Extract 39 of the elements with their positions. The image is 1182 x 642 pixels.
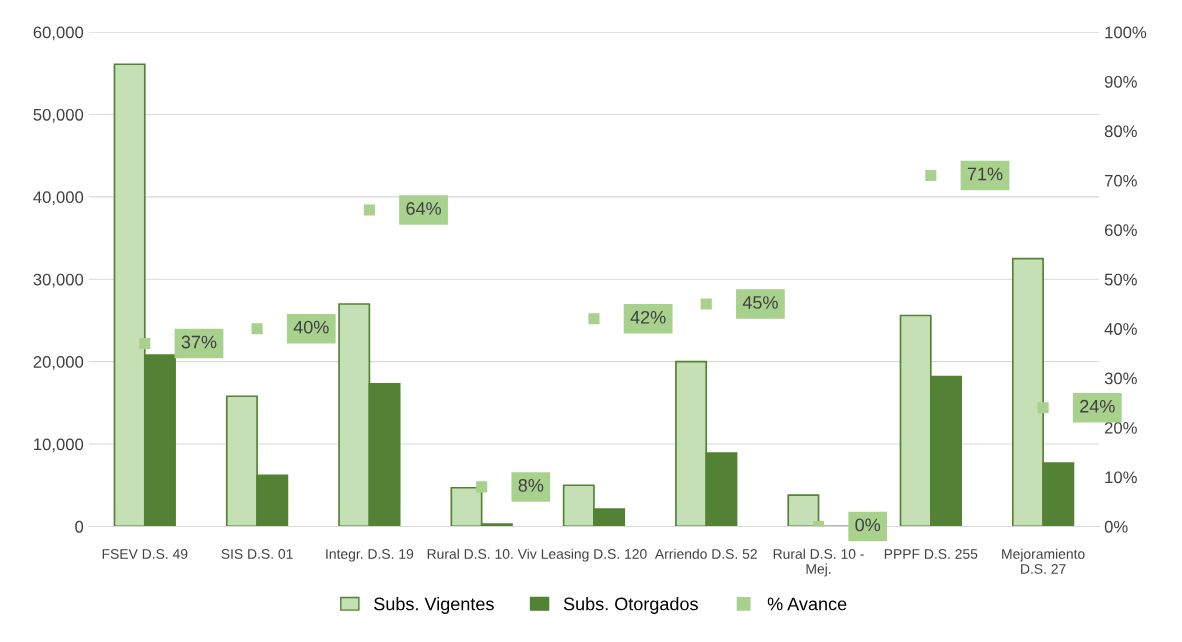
data-label: 0% [855,518,881,532]
y-tick-label: 50,000 [33,108,84,123]
y-tick-label: 0 [75,520,84,533]
y2-tick-label: 20% [1104,421,1137,434]
data-label: 71% [967,167,1003,181]
y2-tick-label: 90% [1104,75,1137,88]
y2-tick-label: 10% [1105,471,1137,484]
data-label: 42% [630,310,666,324]
y-tick-label: 10,000 [34,438,84,453]
data-label: 8% [518,478,544,492]
y2-tick-label: 60% [1104,224,1137,237]
legend-label: % Avance [767,597,847,611]
y2-tick-label: 40% [1104,323,1137,335]
x-tick-label: SIS D.S. 01 [221,549,293,559]
x-tick-label: FSEV D.S. 49 [102,549,188,559]
y2-tick-label: 80% [1104,125,1137,138]
x-tick-label: Mejoramiento D.S. 27 [1002,548,1085,574]
x-tick-label: Leasing D.S. 120 [541,548,647,562]
x-tick-label: Integr. D.S. 19 [326,549,414,562]
y2-tick-label: 30% [1104,372,1137,385]
x-tick-label: Arriendo D.S. 52 [654,548,757,559]
y2-tick-label: 0% [1104,520,1128,533]
legend-label: Subs. Otorgados [563,597,698,614]
legend-label: Subs. Vigentes [374,597,494,614]
data-label: 24% [1080,399,1115,413]
x-tick-label: Rural D.S. 10 - Mej. [773,548,864,577]
y-tick-label: 30,000 [33,273,84,288]
y2-tick-label: 50% [1104,273,1137,286]
data-label: 37% [181,335,217,349]
x-tick-label: Rural D.S. 10. Viv [427,548,537,559]
y2-tick-label: 70% [1104,174,1137,187]
y-tick-label: 60,000 [33,26,84,41]
y2-tick-label: 100% [1105,26,1147,39]
data-label: 40% [293,320,329,334]
y-tick-label: 20,000 [33,356,84,370]
data-label: 45% [742,296,778,309]
data-label: 64% [406,202,441,215]
x-tick-label: PPPF D.S. 255 [884,549,978,559]
y-tick-label: 40,000 [33,191,84,206]
